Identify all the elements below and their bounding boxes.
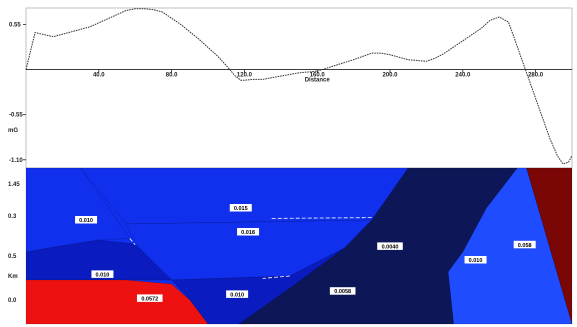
cell-label-4: 0.0572 <box>141 296 158 302</box>
x-tick-label-4: 200.0 <box>382 73 398 79</box>
cell-label-5: 0.010 <box>230 292 244 298</box>
cell-label-1: 0.015 <box>234 206 248 212</box>
cell-label-box-7 <box>329 287 356 295</box>
section-y-tick-label-0: 1.45 <box>8 182 20 188</box>
section-y-tick-label-2: 0.5 <box>8 254 17 260</box>
cell-label-box-5 <box>226 290 249 298</box>
y-tick-label-1: -0.55 <box>9 113 23 119</box>
x-tick-label-0: 40.0 <box>93 73 105 79</box>
section-cell-6 <box>447 167 573 325</box>
y-tick-label-0: 0.55 <box>9 22 21 28</box>
section-cells <box>25 167 573 325</box>
cell-label-7: 0.0058 <box>334 289 351 295</box>
cell-label-6: 0.0040 <box>382 244 399 250</box>
section-cell-8 <box>25 279 209 325</box>
x-tick-label-1: 80.0 <box>166 73 178 79</box>
cell-label-2: 0.018 <box>241 230 255 236</box>
x-tick-label-6: 280.0 <box>528 73 544 79</box>
section-boundary-streak-1 <box>129 238 136 246</box>
cell-label-box-0 <box>75 216 98 224</box>
section-boundary-streak-2 <box>262 275 290 279</box>
cell-label-box-8 <box>464 256 487 264</box>
section-y-tick-label-4: 0.0 <box>8 298 17 304</box>
cell-label-box-4 <box>136 294 163 302</box>
section-y-tick-label-1: 0.3 <box>8 214 17 220</box>
section-boundary-streak-0 <box>271 217 372 219</box>
profile-series-line <box>25 8 573 165</box>
cell-label-9: 0.058 <box>518 243 532 249</box>
cell-label-box-3 <box>91 270 114 278</box>
profile-x-ticks: 40.0 80.0 120.0 160.0 200.0 240.0 280.0 <box>93 69 544 79</box>
profile-x-axis-title: Distance <box>305 78 331 84</box>
cell-label-8: 0.010 <box>469 258 483 264</box>
x-tick-label-2: 120.0 <box>237 73 253 79</box>
section-cell-7 <box>526 167 573 325</box>
cell-label-box-9 <box>513 240 536 249</box>
section-y-tick-label-3: Km <box>8 274 18 280</box>
x-tick-label-5: 240.0 <box>455 73 471 79</box>
section-cell-labels: 0.010 0.015 0.018 0.010 0.0572 0.010 0.0040 0.0… <box>75 204 536 302</box>
section-cell-1 <box>80 167 409 225</box>
cell-label-0: 0.010 <box>79 218 93 224</box>
cell-label-box-6 <box>377 242 403 250</box>
x-tick-label-3: 160.0 <box>310 73 326 79</box>
cell-label-3: 0.010 <box>96 272 110 278</box>
section-chart: 0.010 0.015 0.018 0.010 0.0572 0.010 0.0040 0.0… <box>8 167 573 325</box>
cell-label-box-1 <box>229 204 252 212</box>
profile-chart: 40.0 80.0 120.0 160.0 200.0 240.0 280.0 0.55 -0… <box>8 7 573 169</box>
y-tick-label-2: -1.10 <box>9 158 23 164</box>
section-y-ticks: 1.45 0.3 0.5 Km 0.0 <box>8 182 20 304</box>
cell-label-box-2 <box>237 228 260 236</box>
profile-y-ticks: 0.55 -0.55 -1.10 <box>9 22 26 164</box>
profile-y-axis-title: mG <box>8 128 18 134</box>
profile-plot-frame <box>25 7 573 169</box>
